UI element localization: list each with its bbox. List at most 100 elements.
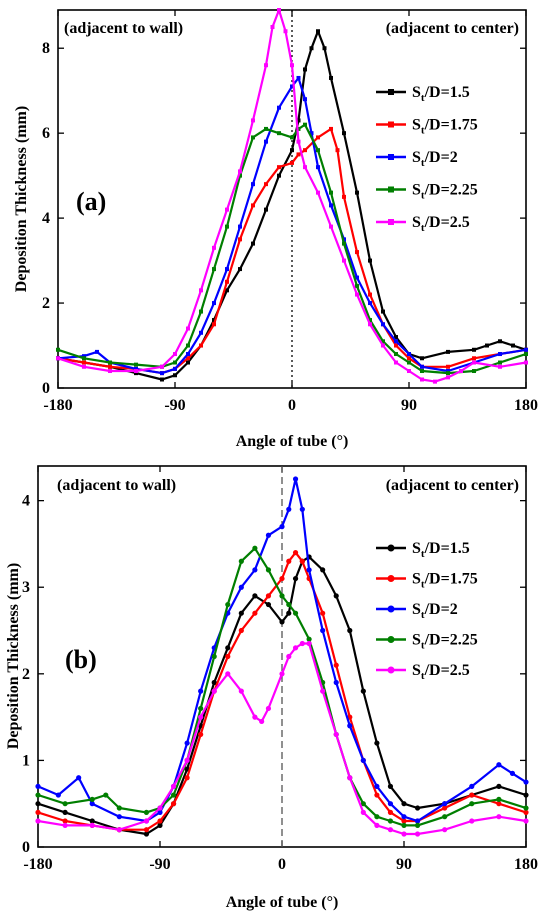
legend-marker xyxy=(388,186,394,193)
data-point xyxy=(394,352,398,357)
data-point xyxy=(211,679,217,686)
data-point xyxy=(469,801,475,807)
data-point xyxy=(238,584,244,590)
data-point xyxy=(292,645,299,651)
annotation-left-a: (adjacent to wall) xyxy=(64,20,183,37)
data-point xyxy=(355,250,359,255)
data-point xyxy=(442,805,448,811)
data-point xyxy=(252,545,258,551)
data-point xyxy=(82,364,86,369)
data-point xyxy=(316,190,320,195)
legend-marker xyxy=(387,666,395,674)
data-point xyxy=(414,805,421,811)
data-point xyxy=(446,349,450,354)
data-point xyxy=(238,224,242,229)
legend-label: St/D=2.25 xyxy=(412,182,478,202)
data-point xyxy=(134,362,138,367)
y-tick-label: 6 xyxy=(42,125,50,142)
data-point xyxy=(442,827,448,833)
data-point xyxy=(170,801,177,807)
data-point xyxy=(286,601,292,608)
data-point xyxy=(381,309,385,314)
data-point xyxy=(381,322,385,327)
series-5 xyxy=(35,640,529,837)
data-point xyxy=(511,343,515,348)
data-point xyxy=(143,827,150,833)
data-point xyxy=(316,165,320,170)
y-tick-label: 4 xyxy=(42,210,50,227)
data-point xyxy=(387,783,394,789)
data-point xyxy=(116,814,122,820)
data-point xyxy=(374,740,380,746)
series-4 xyxy=(35,545,529,828)
data-point xyxy=(238,627,244,634)
legend-label: St/D=1.5 xyxy=(412,84,470,104)
data-point xyxy=(472,369,476,374)
data-point xyxy=(472,356,476,361)
data-point xyxy=(143,818,150,824)
data-point xyxy=(394,339,398,344)
series-line xyxy=(57,76,527,375)
data-point xyxy=(333,731,339,738)
legend-entry: St/D=2.5 xyxy=(376,214,470,234)
x-tick-label: 0 xyxy=(288,397,296,414)
data-point xyxy=(286,558,292,564)
series-5 xyxy=(56,8,528,384)
data-point xyxy=(108,360,112,365)
data-point xyxy=(62,801,68,807)
data-point xyxy=(259,718,265,725)
data-point xyxy=(407,352,411,357)
data-point xyxy=(329,203,333,208)
data-point xyxy=(173,360,177,365)
data-point xyxy=(374,792,380,798)
data-point xyxy=(62,809,68,815)
data-point xyxy=(251,182,255,187)
y-tick-label: 2 xyxy=(22,666,30,683)
data-point xyxy=(414,822,421,828)
legend-marker xyxy=(388,154,394,160)
data-point xyxy=(225,671,231,677)
data-point xyxy=(374,783,380,789)
data-point xyxy=(303,148,307,153)
data-point xyxy=(299,558,305,564)
data-point xyxy=(303,67,307,72)
data-point xyxy=(279,671,285,677)
data-point xyxy=(401,831,407,837)
data-point xyxy=(292,549,299,556)
data-point xyxy=(290,63,294,68)
data-point xyxy=(347,723,353,729)
data-point xyxy=(186,360,190,365)
data-point xyxy=(306,567,312,573)
data-point xyxy=(329,75,333,80)
data-point xyxy=(238,610,244,616)
y-tick-label: 1 xyxy=(22,752,30,769)
data-point xyxy=(277,105,281,110)
data-point xyxy=(446,375,450,380)
y-tick-label: 3 xyxy=(22,579,30,596)
data-point xyxy=(320,567,326,573)
data-point xyxy=(420,356,424,361)
data-point xyxy=(134,371,138,376)
data-point xyxy=(469,792,475,798)
data-point xyxy=(265,567,272,573)
data-point xyxy=(292,476,299,482)
legend-label: St/D=2 xyxy=(412,149,458,169)
data-point xyxy=(252,567,258,573)
data-point xyxy=(173,373,177,378)
data-point xyxy=(498,339,502,344)
data-point xyxy=(290,160,294,165)
data-point xyxy=(199,330,203,335)
data-point xyxy=(524,352,528,357)
data-point xyxy=(446,364,450,369)
data-point xyxy=(292,610,299,616)
data-point xyxy=(252,714,258,720)
legend-marker xyxy=(387,544,395,552)
data-point xyxy=(469,783,475,789)
legend-label: St/D=2.25 xyxy=(412,632,478,652)
data-point xyxy=(286,653,292,660)
data-point xyxy=(387,809,394,815)
data-point xyxy=(333,593,339,599)
data-point xyxy=(82,360,86,365)
data-point xyxy=(342,258,346,263)
data-point xyxy=(225,288,229,293)
